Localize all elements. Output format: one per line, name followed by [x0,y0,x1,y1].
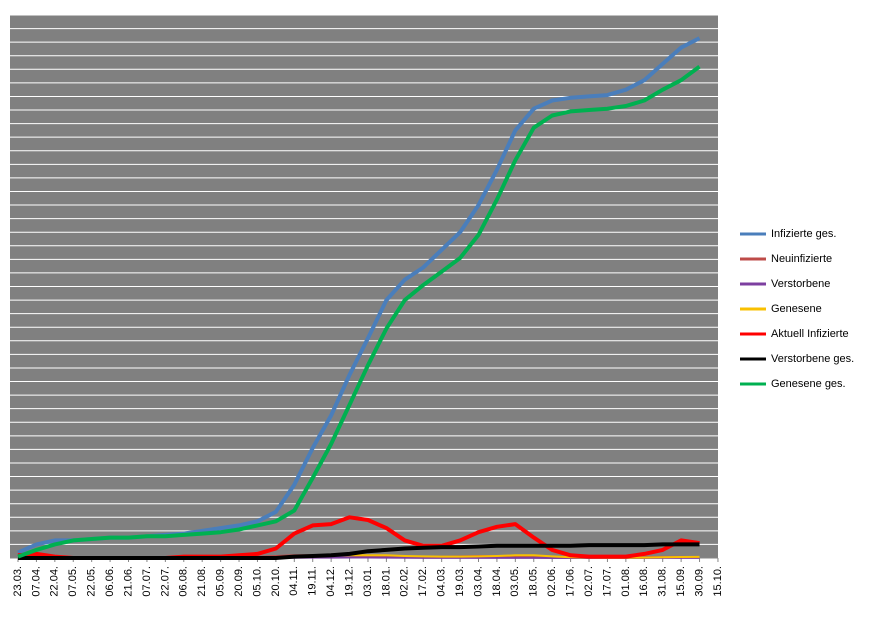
x-tick-label: 17.06. [565,566,577,597]
x-tick-label: 07.04. [30,566,42,597]
legend-label: Neuinfizierte [771,253,832,265]
x-tick-label: 22.04. [49,566,61,597]
x-tick-label: 16.08. [638,566,650,597]
x-tick-label: 22.05. [86,566,98,597]
x-tick-label: 07.05. [67,566,79,597]
x-tick-label: 21.06. [122,566,134,597]
legend-label: Verstorbene ges. [771,353,854,365]
x-tick-label: 05.09. [215,566,227,597]
series-line [17,64,701,559]
x-tick-label: 18.01. [380,566,392,597]
series-line [18,542,700,560]
x-tick-label: 21.08. [196,566,208,597]
x-tick-label: 06.06. [104,566,116,597]
x-tick-label: 04.03. [436,566,448,597]
x-tick-label: 15.10. [712,566,724,597]
x-tick-label: 04.12. [325,566,337,597]
legend-label: Infizierte ges. [771,228,836,240]
x-tick-label: 23.03. [12,566,24,597]
x-tick-label: 06.08. [178,566,190,597]
x-tick-label: 19.12. [343,566,355,597]
legend-label: Genesene ges. [771,378,846,390]
x-tick-label: 03.04. [472,566,484,597]
x-tick-label: 15.09. [675,566,687,597]
legend-label: Genesene [771,303,822,315]
x-tick-label: 20.09. [233,566,245,597]
x-tick-label: 19.11. [307,566,319,596]
x-tick-label: 01.08. [620,566,632,597]
legend-label: Aktuell Infizierte [771,328,849,340]
x-tick-label: 17.02. [417,566,429,597]
x-tick-label: 02.06. [546,566,558,597]
x-tick-label: 30.09. [693,566,705,597]
x-tick-label: 31.08. [657,566,669,597]
x-tick-label: 05.10. [251,566,263,597]
legend-label: Verstorbene [771,278,830,290]
x-tick-label: 07.07. [141,566,153,597]
x-tick-label: 17.07. [601,566,613,597]
x-tick-label: 02.07. [583,566,595,597]
x-tick-label: 02.02. [399,566,411,597]
x-tick-label: 18.04. [491,566,503,597]
x-tick-label: 03.05. [509,566,521,597]
x-tick-label: 22.07. [159,566,171,597]
x-tick-label: 04.11. [288,566,300,596]
x-tick-label: 20.10. [270,566,282,597]
x-tick-label: 03.01. [362,566,374,597]
x-tick-label: 19.03. [454,566,466,597]
x-tick-label: 18.05. [528,566,540,597]
